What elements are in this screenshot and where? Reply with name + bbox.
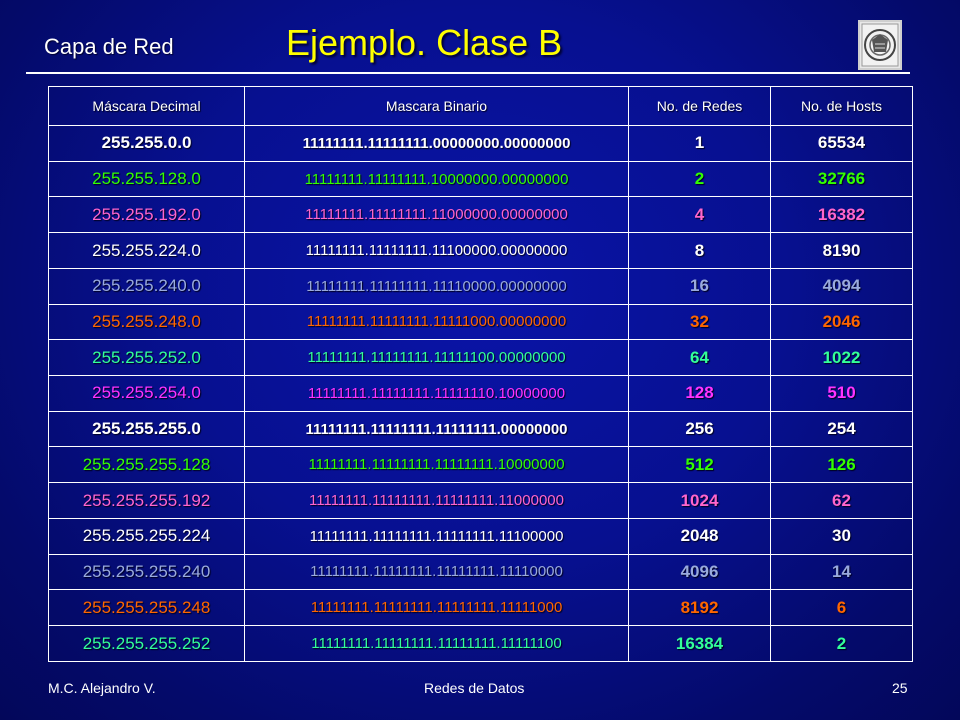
cell-hosts: 2046	[770, 303, 913, 341]
cell-mask-binary: 11111111.11111111.10000000.00000000	[244, 160, 629, 198]
cell-hosts: 8190	[770, 232, 913, 269]
table-header-row: Máscara Decimal Mascara Binario No. de R…	[48, 86, 913, 126]
header-hosts: No. de Hosts	[770, 86, 913, 126]
cell-networks: 1	[628, 125, 771, 162]
cell-mask-decimal: 255.255.248.0	[48, 303, 245, 341]
slide-title: Ejemplo. Clase B	[286, 22, 563, 63]
cell-hosts: 16382	[770, 196, 913, 234]
subnet-table: Máscara Decimal Mascara Binario No. de R…	[48, 86, 913, 662]
cell-mask-decimal: 255.255.224.0	[48, 232, 245, 269]
university-seal-logo	[858, 20, 902, 70]
cell-hosts: 32766	[770, 160, 913, 198]
footer-course: Redes de Datos	[424, 680, 525, 696]
cell-networks: 2	[628, 160, 771, 198]
table-row: 255.255.224.0 11111111.11111111.11100000.…	[48, 232, 913, 269]
cell-hosts: 4094	[770, 267, 913, 305]
cell-hosts: 62	[770, 482, 913, 519]
cell-networks: 4	[628, 196, 771, 234]
cell-networks: 512	[628, 446, 771, 484]
cell-hosts: 65534	[770, 125, 913, 162]
cell-mask-decimal: 255.255.0.0	[48, 125, 245, 162]
cell-mask-binary: 11111111.11111111.11111110.10000000	[244, 375, 629, 412]
cell-hosts: 1022	[770, 339, 913, 377]
table-row: 255.255.255.0 11111111.11111111.11111111.…	[48, 410, 913, 448]
table-row: 255.255.0.0 11111111.11111111.00000000.00…	[48, 125, 913, 162]
cell-hosts: 30	[770, 517, 913, 555]
table-row: 255.255.255.252 11111111.11111111.1111111…	[48, 625, 913, 662]
cell-mask-binary: 11111111.11111111.11111111.11000000	[244, 482, 629, 519]
table-row: 255.255.255.248 11111111.11111111.1111111…	[48, 589, 913, 627]
cell-mask-decimal: 255.255.255.248	[48, 589, 245, 627]
subnet-table-container: Máscara Decimal Mascara Binario No. de R…	[48, 86, 913, 662]
cell-mask-binary: 11111111.11111111.11111111.11100000	[244, 517, 629, 555]
cell-mask-decimal: 255.255.255.240	[48, 553, 245, 591]
table-row: 255.255.255.192 11111111.11111111.1111111…	[48, 482, 913, 519]
cell-mask-binary: 11111111.11111111.00000000.00000000	[244, 125, 629, 162]
cell-mask-binary: 11111111.11111111.11111111.00000000	[244, 410, 629, 448]
header-mask-binary: Mascara Binario	[244, 86, 629, 126]
cell-networks: 16	[628, 267, 771, 305]
cell-mask-binary: 11111111.11111111.11111111.11111100	[244, 625, 629, 662]
cell-mask-binary: 11111111.11111111.11111111.11111000	[244, 589, 629, 627]
table-row: 255.255.255.224 11111111.11111111.1111111…	[48, 517, 913, 555]
table-row: 255.255.240.0 11111111.11111111.11110000.…	[48, 267, 913, 305]
cell-hosts: 126	[770, 446, 913, 484]
table-row: 255.255.252.0 11111111.11111111.11111100.…	[48, 339, 913, 377]
cell-mask-decimal: 255.255.255.252	[48, 625, 245, 662]
cell-networks: 8	[628, 232, 771, 269]
cell-networks: 16384	[628, 625, 771, 662]
cell-hosts: 6	[770, 589, 913, 627]
cell-mask-decimal: 255.255.240.0	[48, 267, 245, 305]
cell-mask-binary: 11111111.11111111.11111000.00000000	[244, 303, 629, 341]
cell-hosts: 510	[770, 375, 913, 412]
footer-author: M.C. Alejandro V.	[48, 680, 156, 696]
cell-mask-binary: 11111111.11111111.11111111.11110000	[244, 553, 629, 591]
table-row: 255.255.192.0 11111111.11111111.11000000.…	[48, 196, 913, 234]
header-divider	[26, 72, 910, 74]
cell-mask-decimal: 255.255.255.224	[48, 517, 245, 555]
cell-networks: 8192	[628, 589, 771, 627]
cell-mask-binary: 11111111.11111111.11110000.00000000	[244, 267, 629, 305]
cell-mask-binary: 11111111.11111111.11111111.10000000	[244, 446, 629, 484]
header-networks: No. de Redes	[628, 86, 771, 126]
cell-mask-decimal: 255.255.192.0	[48, 196, 245, 234]
table-row: 255.255.254.0 11111111.11111111.11111110.…	[48, 375, 913, 412]
cell-mask-binary: 11111111.11111111.11100000.00000000	[244, 232, 629, 269]
section-title: Capa de Red	[44, 34, 174, 59]
table-row: 255.255.255.240 11111111.11111111.1111111…	[48, 553, 913, 591]
cell-networks: 64	[628, 339, 771, 377]
header-mask-decimal: Máscara Decimal	[48, 86, 245, 126]
cell-mask-decimal: 255.255.252.0	[48, 339, 245, 377]
cell-mask-decimal: 255.255.255.192	[48, 482, 245, 519]
footer-page-number: 25	[892, 680, 908, 696]
cell-networks: 256	[628, 410, 771, 448]
cell-networks: 1024	[628, 482, 771, 519]
cell-mask-decimal: 255.255.254.0	[48, 375, 245, 412]
cell-networks: 128	[628, 375, 771, 412]
cell-hosts: 254	[770, 410, 913, 448]
table-row: 255.255.255.128 11111111.11111111.1111111…	[48, 446, 913, 484]
cell-mask-binary: 11111111.11111111.11111100.00000000	[244, 339, 629, 377]
table-row: 255.255.248.0 11111111.11111111.11111000.…	[48, 303, 913, 341]
cell-networks: 2048	[628, 517, 771, 555]
cell-mask-binary: 11111111.11111111.11000000.00000000	[244, 196, 629, 234]
cell-hosts: 2	[770, 625, 913, 662]
cell-mask-decimal: 255.255.255.0	[48, 410, 245, 448]
cell-mask-decimal: 255.255.128.0	[48, 160, 245, 198]
cell-networks: 32	[628, 303, 771, 341]
cell-networks: 4096	[628, 553, 771, 591]
table-row: 255.255.128.0 11111111.11111111.10000000.…	[48, 160, 913, 198]
cell-hosts: 14	[770, 553, 913, 591]
cell-mask-decimal: 255.255.255.128	[48, 446, 245, 484]
